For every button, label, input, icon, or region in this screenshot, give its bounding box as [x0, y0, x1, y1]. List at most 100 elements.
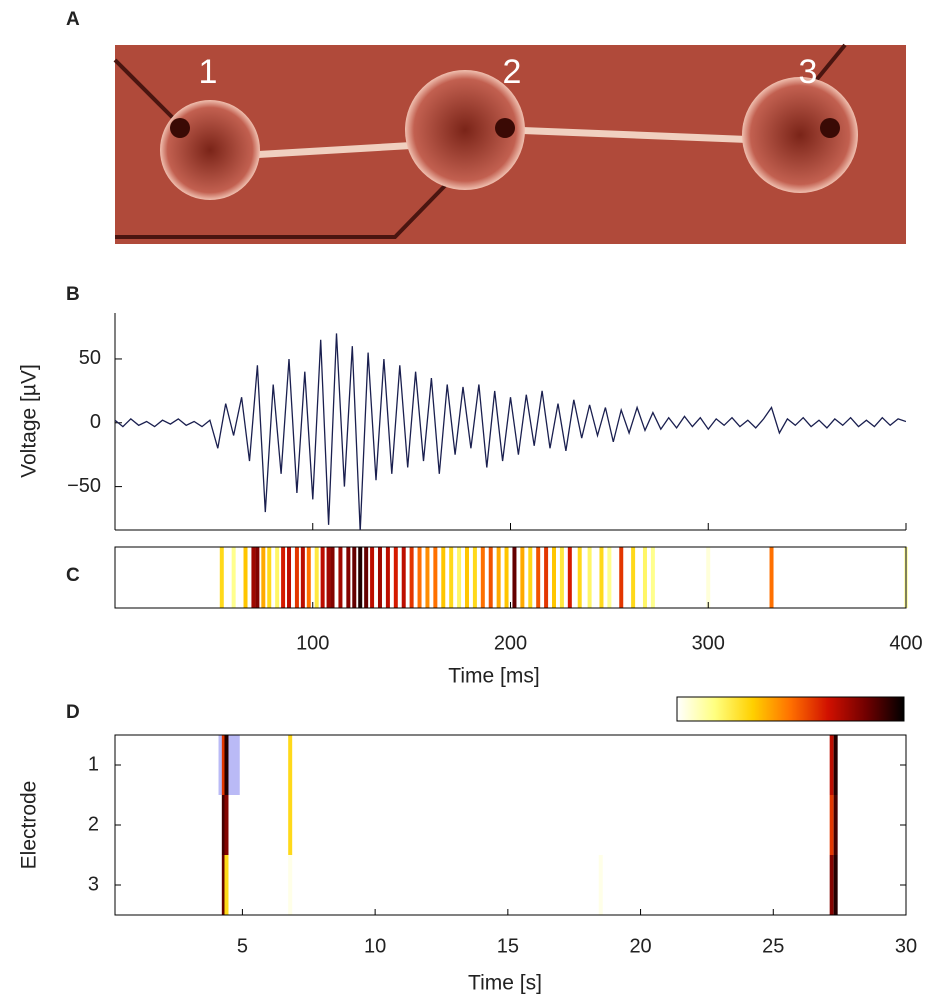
activity-cell	[288, 735, 293, 795]
activity-band	[219, 547, 224, 608]
activity-band	[425, 547, 430, 608]
activity-cell	[829, 795, 834, 855]
activity-band	[314, 547, 319, 608]
activity-band	[352, 547, 357, 608]
activity-band	[251, 547, 256, 608]
activity-band	[544, 547, 549, 608]
activity-band	[306, 547, 311, 608]
activity-cell	[221, 855, 226, 915]
panel-label: D	[66, 702, 80, 723]
activity-band	[769, 547, 774, 608]
y-tick-label: 50	[79, 347, 101, 369]
activity-band	[330, 547, 335, 608]
x-tick-label: 20	[629, 935, 651, 957]
activity-band	[255, 547, 260, 608]
panel-label: C	[66, 565, 80, 586]
x-tick-label: 200	[494, 632, 527, 654]
activity-band	[552, 547, 557, 608]
activity-band	[433, 547, 438, 608]
cell-label: 1	[199, 53, 218, 91]
x-axis-label: Time [ms]	[448, 665, 539, 688]
activity-band	[409, 547, 414, 608]
activity-band	[520, 547, 525, 608]
y-axis-label: Voltage [µV]	[18, 364, 41, 478]
activity-cell	[221, 795, 226, 855]
activity-cell	[829, 735, 834, 795]
activity-band	[364, 547, 369, 608]
activity-cell	[288, 855, 293, 915]
micrograph	[113, 43, 906, 244]
activity-band	[496, 547, 501, 608]
activity-band	[385, 547, 390, 608]
colorbar	[676, 696, 905, 722]
y-tick-label: 2	[88, 813, 99, 835]
activity-band	[300, 547, 305, 608]
activity-band	[512, 547, 517, 608]
activity-band	[393, 547, 398, 608]
activity-band	[294, 547, 299, 608]
activity-band	[338, 547, 343, 608]
activity-band	[642, 547, 647, 608]
activity-cell	[224, 795, 229, 855]
activity-band	[536, 547, 541, 608]
highlight	[218, 735, 240, 795]
activity-band	[346, 547, 351, 608]
activity-band	[417, 547, 422, 608]
x-tick-label: 400	[889, 632, 922, 654]
activity-cell	[224, 855, 229, 915]
voltage-trace	[115, 333, 906, 530]
activity-cell	[833, 795, 838, 855]
activity-band	[231, 547, 236, 608]
panel-label: A	[66, 9, 80, 30]
x-tick-label: 25	[762, 935, 784, 957]
activity-band	[619, 547, 624, 608]
y-tick-label: 0	[90, 411, 101, 433]
x-tick-label: 15	[497, 935, 519, 957]
activity-cell	[598, 855, 603, 915]
activity-band	[599, 547, 604, 608]
activity-band	[275, 547, 280, 608]
activity-band	[528, 547, 533, 608]
activity-band	[567, 547, 572, 608]
activity-band	[287, 547, 292, 608]
activity-band	[377, 547, 382, 608]
activity-band	[320, 547, 325, 608]
activity-band	[370, 547, 375, 608]
x-tick-label: 10	[364, 935, 386, 957]
activity-band	[559, 547, 564, 608]
activity-band	[326, 547, 331, 608]
cell-label: 2	[503, 53, 522, 91]
activity-cell	[833, 735, 838, 795]
activity-cell	[829, 855, 834, 915]
activity-band	[243, 547, 248, 608]
cell-label: 3	[799, 53, 818, 91]
activity-band	[464, 547, 469, 608]
activity-cell	[288, 795, 293, 855]
activity-band	[488, 547, 493, 608]
activity-band	[441, 547, 446, 608]
y-tick-label: −50	[67, 475, 101, 497]
activity-band	[281, 547, 286, 608]
y-tick-label: 1	[88, 753, 99, 775]
x-tick-label: 30	[895, 935, 917, 957]
x-tick-label: 300	[692, 632, 725, 654]
panel-label: B	[66, 284, 80, 305]
activity-band	[607, 547, 612, 608]
activity-band	[706, 547, 711, 608]
activity-band	[504, 547, 509, 608]
activity-band	[587, 547, 592, 608]
x-tick-label: 100	[296, 632, 329, 654]
activity-band	[472, 547, 477, 608]
activity-band	[480, 547, 485, 608]
activity-band	[267, 547, 272, 608]
activity-band	[261, 547, 266, 608]
activity-band	[631, 547, 636, 608]
activity-band	[358, 547, 363, 608]
y-tick-label: 3	[88, 873, 99, 895]
activity-band	[577, 547, 582, 608]
activity-band	[457, 547, 462, 608]
activity-cell	[224, 735, 229, 795]
x-axis-label: Time [s]	[468, 972, 542, 995]
y-axis-label: Electrode	[18, 781, 41, 870]
